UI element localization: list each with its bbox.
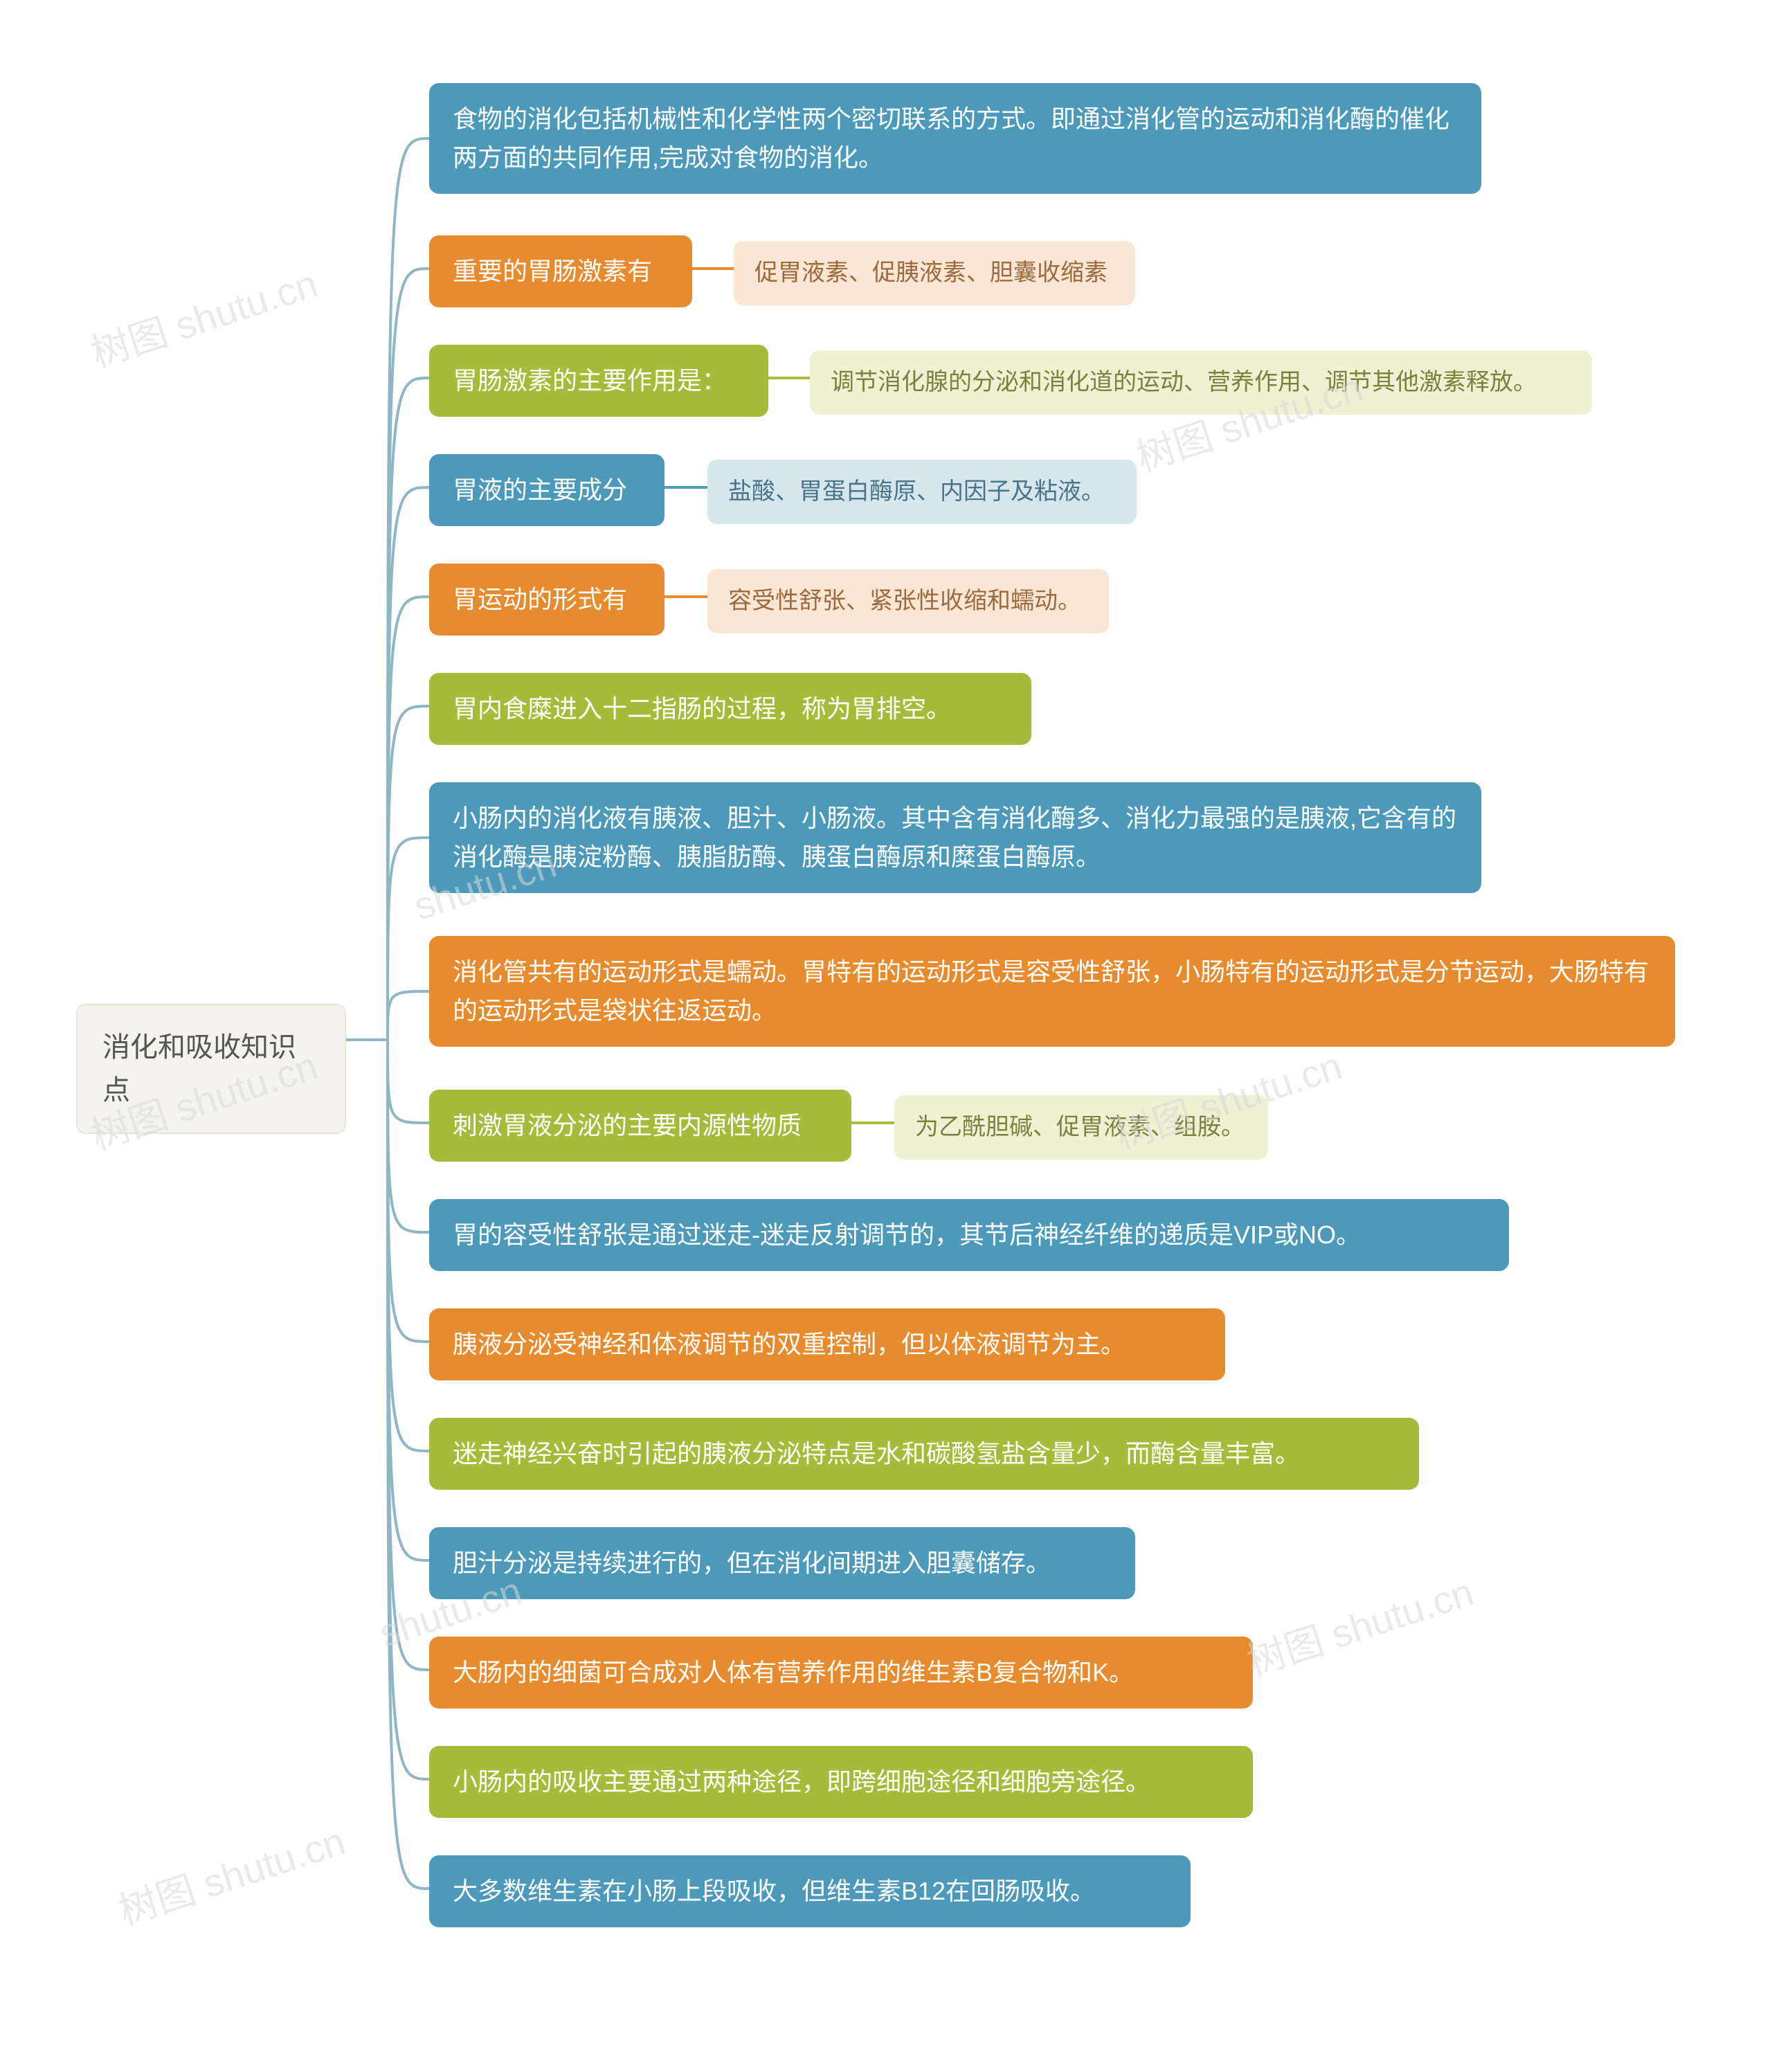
watermark: 树图 shutu.cn xyxy=(1239,1561,1480,1687)
leaf-node: 调节消化腺的分泌和消化道的运动、营养作用、调节其他激素释放。 xyxy=(810,350,1592,415)
root-node: 消化和吸收知识点 xyxy=(76,1004,346,1134)
branch-node: 刺激胃液分泌的主要内源性物质 xyxy=(429,1090,851,1162)
branch-node: 迷走神经兴奋时引起的胰液分泌特点是水和碳酸氢盐含量少，而酶含量丰富。 xyxy=(429,1418,1419,1490)
branch-node: 胃液的主要成分 xyxy=(429,454,664,526)
branch-node: 小肠内的吸收主要通过两种途径，即跨细胞途径和细胞旁途径。 xyxy=(429,1746,1253,1818)
watermark: 树图 shutu.cn xyxy=(111,1810,352,1936)
branch-node: 大多数维生素在小肠上段吸收，但维生素B12在回肠吸收。 xyxy=(429,1855,1191,1927)
branch-node: 胃内食糜进入十二指肠的过程，称为胃排空。 xyxy=(429,673,1031,745)
branch-node: 胰液分泌受神经和体液调节的双重控制，但以体液调节为主。 xyxy=(429,1308,1225,1380)
branch-node: 重要的胃肠激素有 xyxy=(429,235,692,307)
branch-node: 食物的消化包括机械性和化学性两个密切联系的方式。即通过消化管的运动和消化酶的催化… xyxy=(429,83,1481,194)
leaf-node: 容受性舒张、紧张性收缩和蠕动。 xyxy=(707,569,1109,633)
watermark: 树图 shutu.cn xyxy=(83,253,324,379)
branch-node: 胃肠激素的主要作用是： xyxy=(429,345,768,417)
leaf-node: 盐酸、胃蛋白酶原、内因子及粘液。 xyxy=(707,460,1137,524)
branch-node: 大肠内的细菌可合成对人体有营养作用的维生素B复合物和K。 xyxy=(429,1637,1253,1709)
mindmap-canvas: 消化和吸收知识点 食物的消化包括机械性和化学性两个密切联系的方式。即通过消化管的… xyxy=(0,0,1772,2072)
branch-node: 消化管共有的运动形式是蠕动。胃特有的运动形式是容受性舒张，小肠特有的运动形式是分… xyxy=(429,936,1675,1047)
branch-node: 胆汁分泌是持续进行的，但在消化间期进入胆囊储存。 xyxy=(429,1527,1135,1599)
branch-node: 小肠内的消化液有胰液、胆汁、小肠液。其中含有消化酶多、消化力最强的是胰液,它含有… xyxy=(429,782,1481,893)
leaf-node: 为乙酰胆碱、促胃液素、组胺。 xyxy=(894,1095,1268,1160)
branch-node: 胃的容受性舒张是通过迷走-迷走反射调节的，其节后神经纤维的递质是VIP或NO。 xyxy=(429,1199,1509,1271)
branch-node: 胃运动的形式有 xyxy=(429,564,664,636)
leaf-node: 促胃液素、促胰液素、胆囊收缩素 xyxy=(734,241,1135,305)
